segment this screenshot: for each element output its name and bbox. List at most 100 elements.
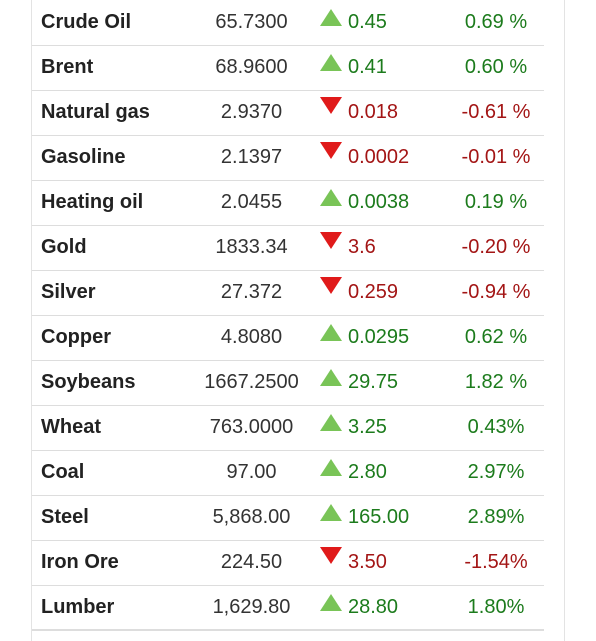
table-row[interactable]: Steel 5,868.00 165.00 2.89% (32, 495, 544, 541)
commodity-name[interactable]: Silver (32, 270, 191, 316)
change-value: 165.00 (348, 506, 410, 528)
commodity-price: 27.372 (191, 270, 312, 316)
commodity-name[interactable]: Steel (32, 495, 191, 541)
table-row[interactable]: Soybeans 1667.2500 29.75 1.82 % (32, 360, 544, 406)
triangle-down-icon (320, 547, 342, 564)
commodities-panel: Crude Oil 65.7300 0.45 0.69 % Brent 68.9600 0.… (31, 0, 565, 641)
commodity-name[interactable]: Heating oil (32, 180, 191, 226)
table-row[interactable]: Wheat 763.0000 3.25 0.43% (32, 405, 544, 451)
table-row[interactable]: Coal 97.00 2.80 2.97% (32, 450, 544, 496)
commodity-name[interactable]: Gold (32, 225, 191, 271)
commodity-name[interactable]: Iron Ore (32, 540, 191, 586)
commodity-change: 3.6 (312, 225, 448, 271)
commodity-percent-change: 0.43% (448, 405, 544, 451)
change-value: 0.0038 (348, 191, 410, 213)
commodity-price: 2.0455 (191, 180, 312, 226)
change-value: 3.50 (348, 551, 387, 573)
triangle-up-icon (320, 369, 342, 386)
commodity-change: 0.45 (312, 0, 448, 46)
commodity-percent-change: 1.80% (448, 585, 544, 631)
commodity-change: 0.0295 (312, 315, 448, 361)
commodity-change: 3.25 (312, 405, 448, 451)
commodity-name[interactable]: Lumber (32, 585, 191, 631)
commodity-name[interactable]: Gasoline (32, 135, 191, 181)
table-row[interactable]: Brent 68.9600 0.41 0.60 % (32, 45, 544, 91)
change-value: 0.0295 (348, 326, 410, 348)
commodity-change: 29.75 (312, 360, 448, 406)
triangle-up-icon (320, 189, 342, 206)
commodity-percent-change: 0.69 % (448, 0, 544, 46)
commodity-change: 0.259 (312, 270, 448, 316)
table-row[interactable]: Gasoline 2.1397 0.0002 -0.01 % (32, 135, 544, 181)
commodity-change: 0.0002 (312, 135, 448, 181)
triangle-up-icon (320, 504, 342, 521)
commodities-table: Crude Oil 65.7300 0.45 0.69 % Brent 68.9600 0.… (32, 0, 544, 631)
commodity-percent-change: -0.94 % (448, 270, 544, 316)
commodity-price: 2.1397 (191, 135, 312, 181)
table-row[interactable]: Iron Ore 224.50 3.50 -1.54% (32, 540, 544, 586)
triangle-down-icon (320, 97, 342, 114)
commodity-percent-change: 2.97% (448, 450, 544, 496)
commodity-price: 5,868.00 (191, 495, 312, 541)
table-row[interactable]: Gold 1833.34 3.6 -0.20 % (32, 225, 544, 271)
table-row[interactable]: Copper 4.8080 0.0295 0.62 % (32, 315, 544, 361)
commodity-percent-change: 0.62 % (448, 315, 544, 361)
commodity-price: 2.9370 (191, 90, 312, 136)
change-value: 0.0002 (348, 146, 410, 168)
change-value: 3.6 (348, 236, 376, 258)
commodity-change: 0.018 (312, 90, 448, 136)
commodity-change: 0.0038 (312, 180, 448, 226)
commodity-price: 1833.34 (191, 225, 312, 271)
commodity-price: 4.8080 (191, 315, 312, 361)
commodity-percent-change: -1.54% (448, 540, 544, 586)
commodity-name[interactable]: Copper (32, 315, 191, 361)
change-value: 0.018 (348, 101, 399, 123)
change-value: 2.80 (348, 461, 387, 483)
change-value: 0.41 (348, 56, 387, 78)
table-bottom-divider (32, 629, 544, 630)
commodity-change: 0.41 (312, 45, 448, 91)
change-value: 0.45 (348, 10, 387, 33)
change-value: 0.259 (348, 281, 399, 303)
triangle-up-icon (320, 414, 342, 431)
triangle-down-icon (320, 232, 342, 249)
change-value: 3.25 (348, 416, 387, 438)
triangle-up-icon (320, 459, 342, 476)
table-row[interactable]: Crude Oil 65.7300 0.45 0.69 % (32, 0, 544, 46)
commodity-price: 1667.2500 (191, 360, 312, 406)
table-row[interactable]: Silver 27.372 0.259 -0.94 % (32, 270, 544, 316)
commodity-name[interactable]: Natural gas (32, 90, 191, 136)
commodity-percent-change: -0.20 % (448, 225, 544, 271)
change-value: 28.80 (348, 596, 399, 618)
table-row[interactable]: Lumber 1,629.80 28.80 1.80% (32, 585, 544, 631)
change-value: 29.75 (348, 371, 399, 393)
commodity-change: 2.80 (312, 450, 448, 496)
commodity-price: 97.00 (191, 450, 312, 496)
commodity-name[interactable]: Coal (32, 450, 191, 496)
commodity-percent-change: -0.61 % (448, 90, 544, 136)
commodity-price: 224.50 (191, 540, 312, 586)
commodity-percent-change: 2.89% (448, 495, 544, 541)
triangle-up-icon (320, 594, 342, 611)
table-row[interactable]: Heating oil 2.0455 0.0038 0.19 % (32, 180, 544, 226)
commodity-percent-change: -0.01 % (448, 135, 544, 181)
triangle-down-icon (320, 277, 342, 294)
table-row[interactable]: Natural gas 2.9370 0.018 -0.61 % (32, 90, 544, 136)
triangle-up-icon (320, 324, 342, 341)
commodities-table-body: Crude Oil 65.7300 0.45 0.69 % Brent 68.9600 0.… (32, 0, 544, 631)
commodity-price: 1,629.80 (191, 585, 312, 631)
commodity-price: 763.0000 (191, 405, 312, 451)
triangle-up-icon (320, 54, 342, 71)
commodity-name[interactable]: Crude Oil (32, 0, 191, 46)
commodity-percent-change: 0.60 % (448, 45, 544, 91)
commodity-name[interactable]: Soybeans (32, 360, 191, 406)
triangle-up-icon (320, 8, 342, 26)
commodity-price: 65.7300 (191, 0, 312, 46)
commodity-change: 165.00 (312, 495, 448, 541)
commodity-name[interactable]: Wheat (32, 405, 191, 451)
commodity-percent-change: 1.82 % (448, 360, 544, 406)
commodity-price: 68.9600 (191, 45, 312, 91)
commodity-name[interactable]: Brent (32, 45, 191, 91)
commodity-change: 28.80 (312, 585, 448, 631)
commodity-percent-change: 0.19 % (448, 180, 544, 226)
